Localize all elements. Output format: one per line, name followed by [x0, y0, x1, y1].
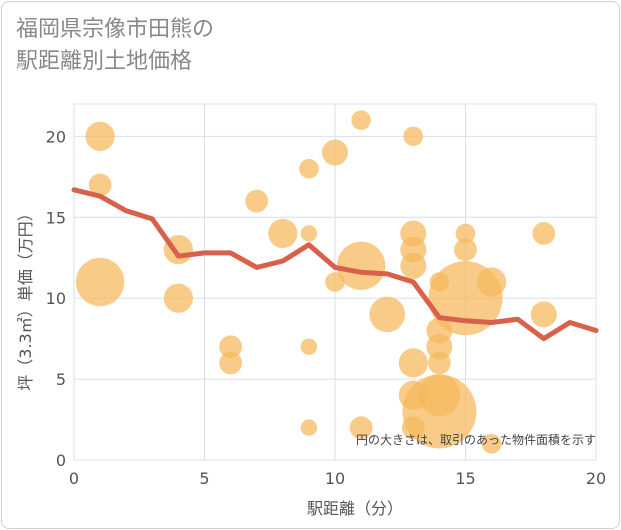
data-bubble — [477, 267, 507, 297]
data-bubble — [322, 139, 348, 166]
y-tick-label: 5 — [56, 370, 66, 389]
data-bubble — [245, 189, 269, 213]
data-bubble — [300, 419, 318, 436]
x-tick-label: 5 — [199, 469, 209, 488]
data-bubble — [454, 238, 477, 262]
tick-labels: 0 5 10 15 20 0 5 10 15 20 — [46, 127, 607, 488]
y-tick-label: 10 — [46, 289, 66, 308]
trend-line — [71, 187, 599, 342]
chart-title-line1: 福岡県宗像市田熊の — [16, 17, 215, 42]
data-bubble — [85, 121, 115, 151]
data-bubble — [300, 338, 318, 355]
data-bubble — [300, 225, 318, 242]
y-axis-label: 坪（3.3㎡）単価（万円） — [16, 205, 35, 390]
data-bubble — [349, 416, 373, 440]
data-bubble — [369, 296, 406, 333]
data-bubble — [219, 335, 243, 359]
data-bubble — [455, 223, 476, 244]
data-bubble — [530, 301, 557, 328]
data-bubble — [163, 283, 193, 313]
y-tick-label: 15 — [46, 208, 66, 227]
data-bubble — [398, 348, 428, 378]
chart-title-line2: 駅距離別土地価格 — [16, 49, 193, 74]
data-bubble — [402, 374, 477, 449]
y-tick-label: 20 — [46, 127, 66, 146]
bubbles — [75, 110, 557, 454]
data-bubble — [336, 241, 386, 291]
data-bubble — [88, 173, 112, 197]
data-bubble — [481, 434, 502, 454]
data-bubble — [351, 110, 371, 130]
data-bubble — [299, 158, 319, 179]
x-tick-label: 10 — [325, 469, 345, 488]
bubble-size-note: 円の大きさは、取引のあった物件面積を示す — [356, 432, 596, 447]
data-bubble — [403, 126, 424, 147]
data-bubble — [400, 252, 427, 279]
x-tick-label: 20 — [586, 469, 606, 488]
data-bubble — [428, 351, 451, 375]
x-tick-label: 15 — [455, 469, 475, 488]
x-axis-label: 駅距離（分） — [307, 499, 403, 518]
data-bubble — [532, 222, 556, 245]
y-tick-label: 0 — [56, 451, 66, 470]
data-bubble — [75, 257, 125, 307]
data-bubble — [426, 333, 453, 360]
x-tick-label: 0 — [69, 469, 79, 488]
chart-title: 福岡県宗像市田熊の 駅距離別土地価格 — [16, 14, 214, 78]
data-bubble — [219, 351, 243, 375]
data-bubble — [268, 218, 298, 249]
